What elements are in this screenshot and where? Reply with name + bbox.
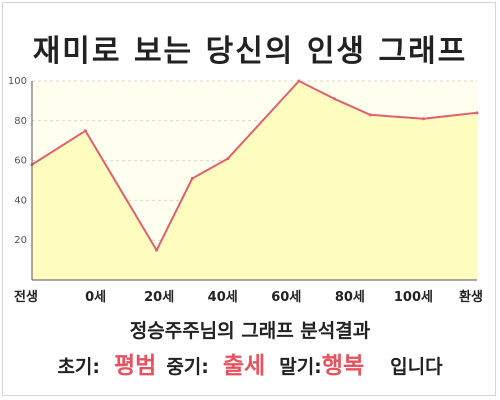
- y-tick-label-1: 40: [14, 195, 27, 206]
- series-area-fill: [32, 81, 477, 280]
- x-tick-label-3: 40세: [208, 290, 238, 305]
- y-tick-label-2: 60: [14, 156, 27, 167]
- x-tick-label-2: 20세: [144, 290, 174, 305]
- data-point-5: [297, 79, 301, 83]
- middle-value: 출세: [222, 353, 266, 379]
- x-tick-label-7: 환생: [459, 289, 483, 305]
- result-summary: 초기: 평범 중기: 출세 말기: 행복 입니다: [0, 346, 500, 380]
- data-point-3: [190, 177, 194, 181]
- data-point-9: [475, 111, 479, 115]
- x-tick-label-1: 0세: [85, 290, 106, 305]
- early-value: 평범: [114, 353, 157, 379]
- data-point-2: [155, 248, 159, 252]
- early-label: 초기:: [57, 356, 100, 378]
- data-point-7: [368, 113, 372, 117]
- x-tick-label-0: 전생: [14, 289, 38, 305]
- chart-axes: [31, 81, 477, 281]
- chart-area-layer: [30, 79, 479, 280]
- ending-text: 입니다: [390, 356, 443, 378]
- image-frame: [2, 2, 496, 396]
- late-value: 행복: [321, 353, 365, 379]
- analysis-subtitle: 정승주주님의 그래프 분석결과: [129, 320, 371, 342]
- y-tick-label-0: 20: [14, 235, 27, 246]
- data-point-1: [83, 129, 87, 133]
- x-tick-label-4: 60세: [271, 290, 301, 305]
- late-label: 말기:: [279, 356, 322, 378]
- y-tick-label-4: 100: [8, 76, 27, 87]
- x-tick-labels: 전생 0세 20세 40세 60세 80세 100세 환생: [14, 289, 483, 305]
- series-line: [31, 80, 478, 252]
- page-title: 재미로 보는 당신의 인생 그래프: [32, 34, 468, 69]
- y-tick-labels: 20 40 60 80 100: [8, 76, 27, 246]
- data-point-4: [226, 157, 230, 161]
- data-point-6: [333, 97, 337, 101]
- x-tick-label-5: 80세: [335, 290, 365, 305]
- middle-label: 중기:: [166, 356, 209, 378]
- x-tick-label-6: 100세: [394, 290, 433, 305]
- data-point-8: [422, 117, 426, 121]
- y-tick-label-3: 80: [14, 116, 27, 127]
